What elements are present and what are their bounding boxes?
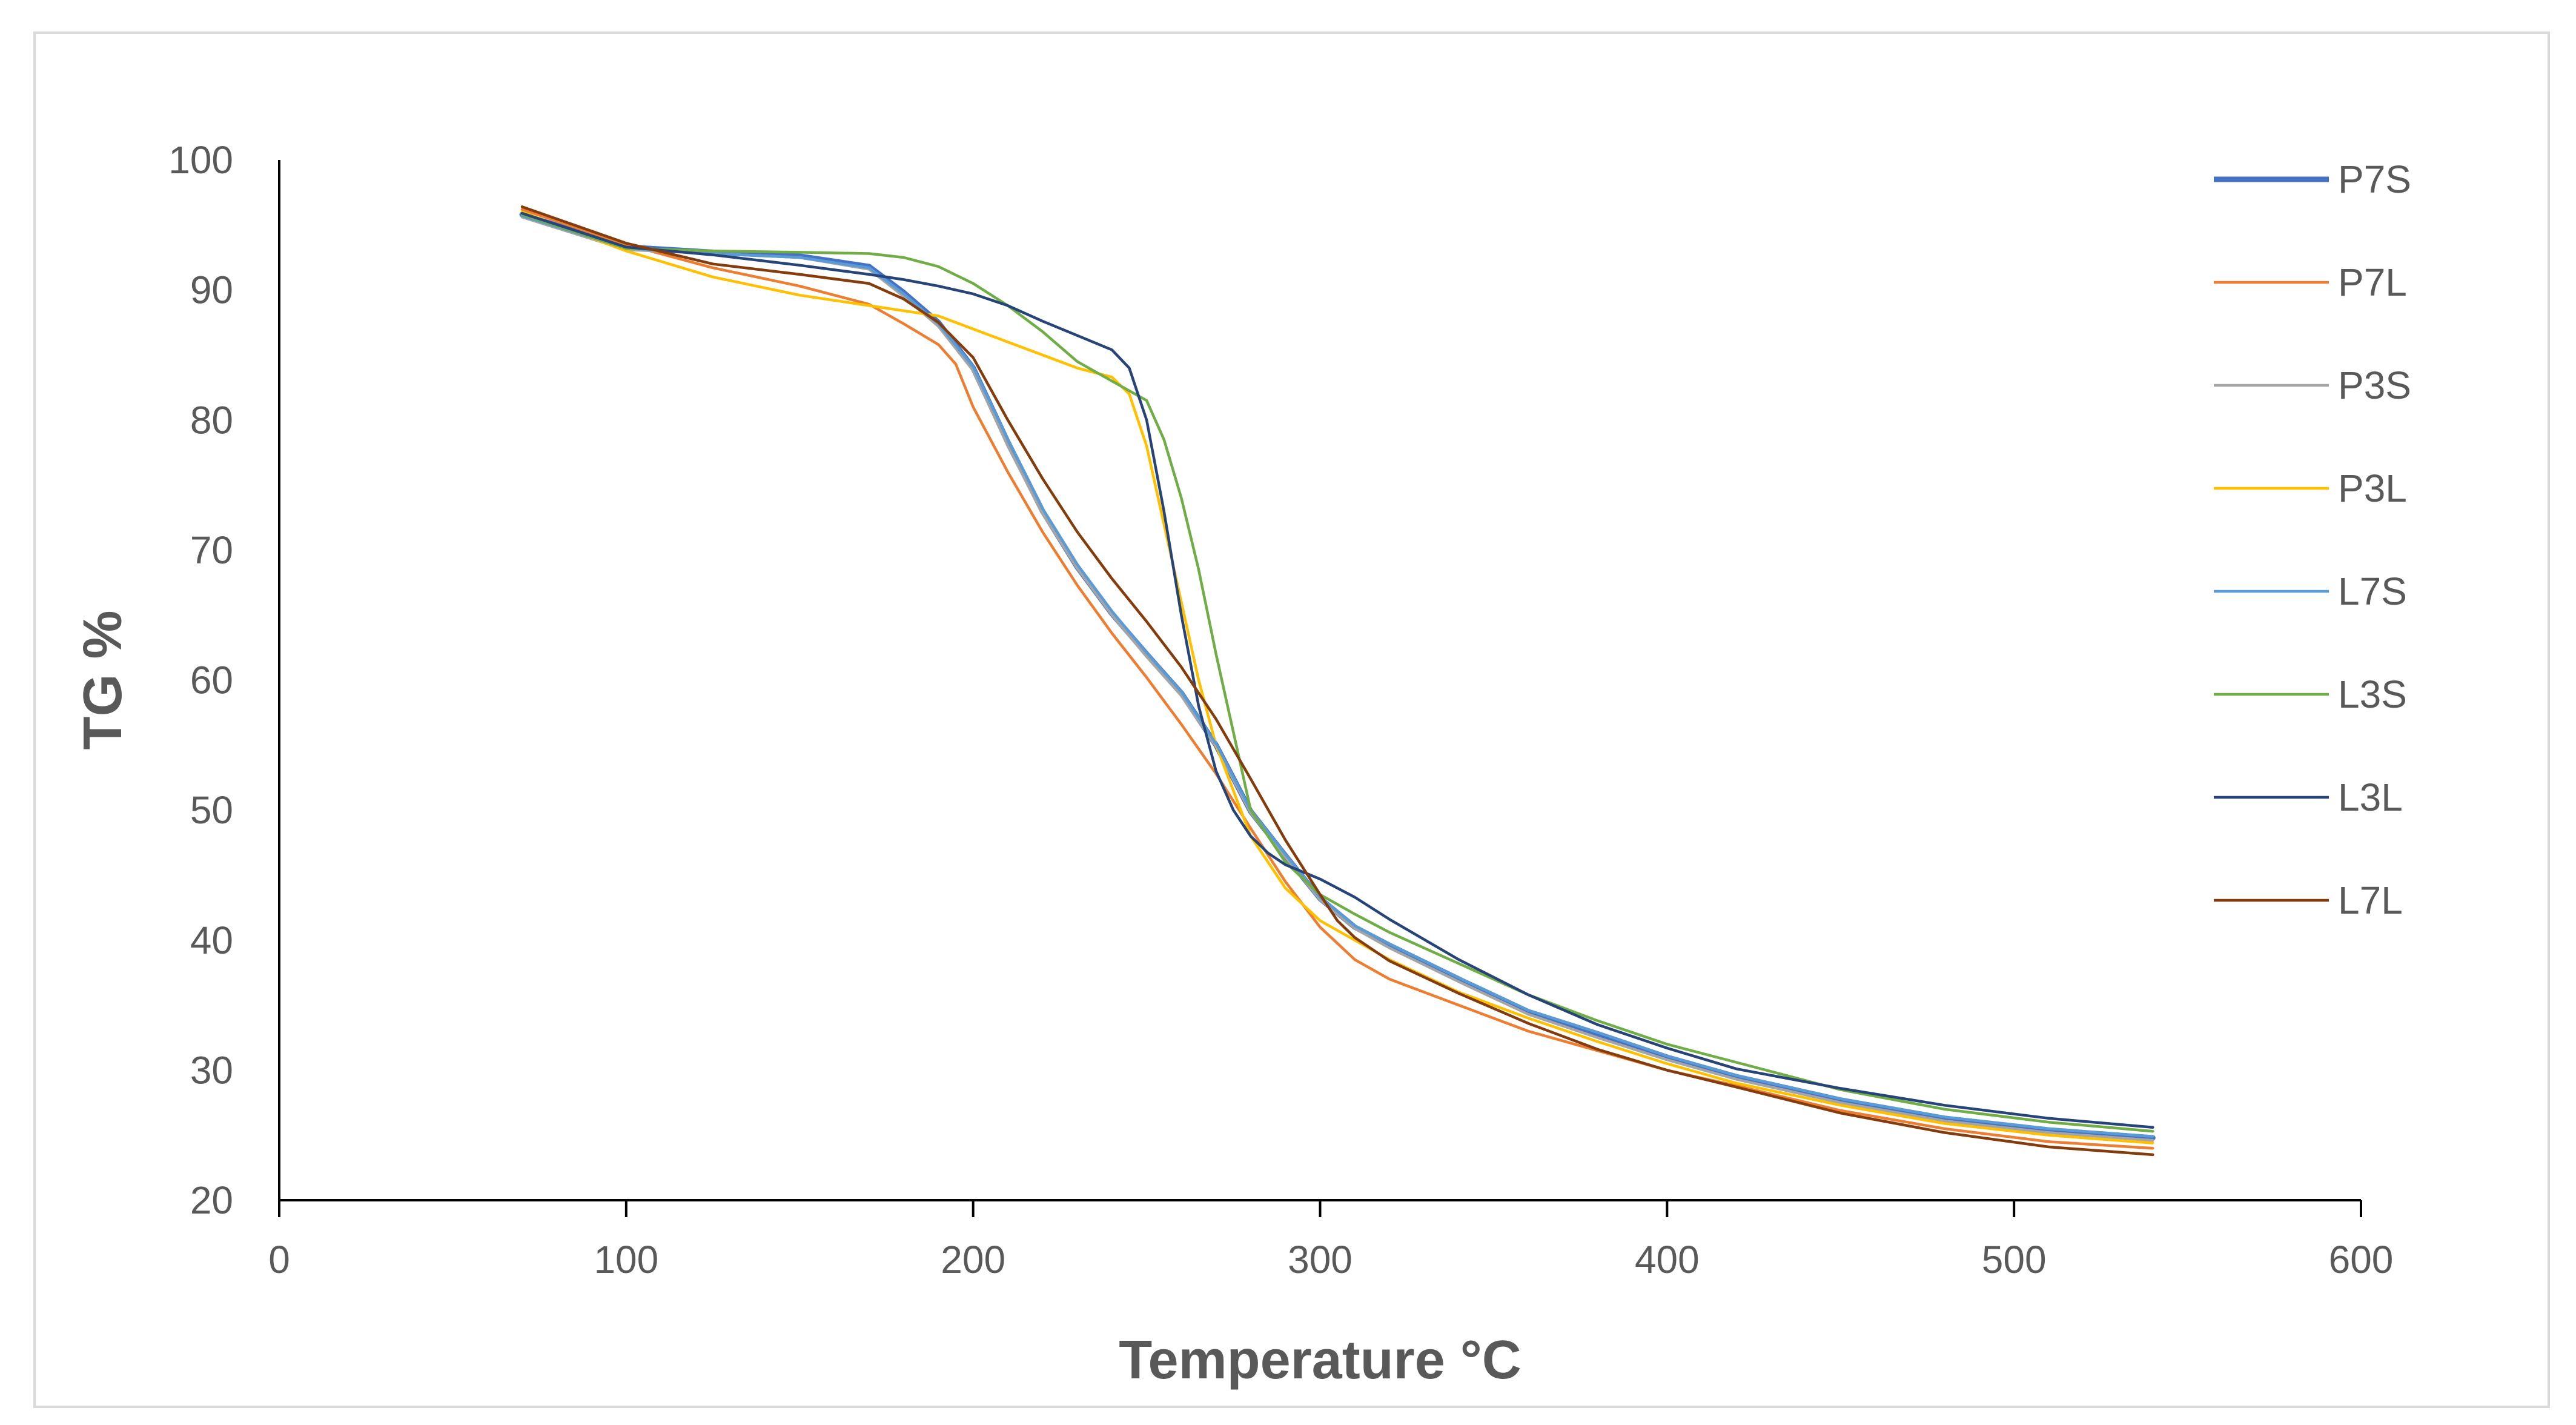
y-tick-label: 80 [190, 398, 233, 442]
series-line-l7l [520, 205, 2154, 1157]
x-tick-label: 300 [1288, 1238, 1353, 1281]
y-tick-label: 60 [190, 659, 233, 702]
legend-label-l3s: L3S [2338, 673, 2407, 716]
x-tick-label: 500 [1982, 1238, 2047, 1281]
x-tick-label: 600 [2329, 1238, 2394, 1281]
series-line-p3l [520, 210, 2154, 1144]
series-line-p7l [520, 208, 2154, 1150]
y-axis-title: TG % [73, 610, 133, 749]
y-tick-label: 70 [190, 528, 233, 572]
legend-label-p7l: P7L [2338, 261, 2407, 304]
y-tick-label: 40 [190, 918, 233, 962]
series-line-l3l [520, 211, 2154, 1129]
legend-label-p3s: P3S [2338, 364, 2411, 407]
x-tick-label: 0 [268, 1238, 290, 1281]
series-line-p7s [519, 211, 2156, 1141]
series-line-l3s [520, 213, 2154, 1133]
x-tick-label: 200 [941, 1238, 1005, 1281]
chart-frame [33, 32, 2550, 1408]
x-axis-title: Temperature °C [1119, 1330, 1521, 1390]
x-tick-label: 400 [1635, 1238, 1700, 1281]
x-tick-label: 100 [594, 1238, 658, 1281]
series-group [519, 205, 2156, 1157]
y-tick-label: 30 [190, 1048, 233, 1092]
x-axis-ticks: 0 100 200 300 400 500 600 [268, 1200, 2393, 1281]
y-tick-label: 20 [190, 1178, 233, 1222]
legend-label-p3l: P3L [2338, 467, 2407, 510]
series-line-l7s [520, 214, 2154, 1138]
legend-label-l7l: L7L [2338, 879, 2403, 922]
y-tick-label: 100 [168, 138, 233, 182]
y-axis-ticks: 20 30 40 50 60 70 80 90 100 [168, 138, 233, 1222]
y-tick-label: 50 [190, 788, 233, 832]
legend-label-l3l: L3L [2338, 776, 2403, 819]
legend: P7S P7L P3S P3L L7S L3S L3L L7L [2214, 158, 2411, 922]
y-tick-label: 90 [190, 268, 233, 312]
legend-label-p7s: P7S [2338, 158, 2411, 201]
series-line-p3s [520, 216, 2154, 1142]
legend-label-l7s: L7S [2338, 570, 2407, 613]
